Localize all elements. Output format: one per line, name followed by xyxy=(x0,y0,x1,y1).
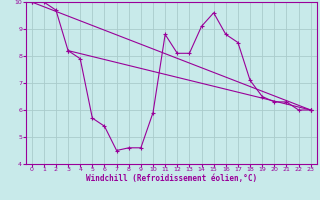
X-axis label: Windchill (Refroidissement éolien,°C): Windchill (Refroidissement éolien,°C) xyxy=(86,174,257,183)
